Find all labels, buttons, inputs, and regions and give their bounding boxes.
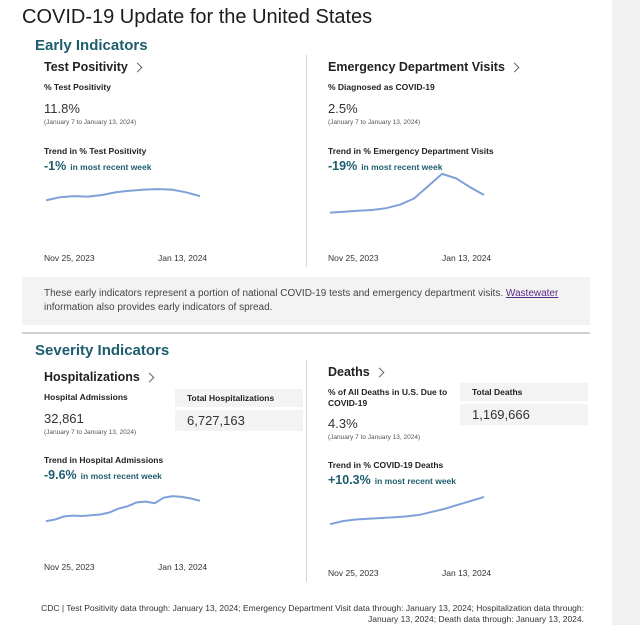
hospitalizations-axis-end: Jan 13, 2024 bbox=[158, 562, 208, 572]
ed-visits-sparkline bbox=[329, 172, 485, 214]
deaths-axis-start: Nov 25, 2023 bbox=[328, 568, 379, 578]
test-positivity-title: Test Positivity bbox=[44, 60, 128, 74]
hospitalizations-sparkline bbox=[45, 495, 201, 523]
hospitalizations-trend-line bbox=[45, 495, 201, 523]
total-deaths-value: 1,169,666 bbox=[460, 404, 588, 425]
deaths-link[interactable]: Deaths bbox=[328, 365, 448, 379]
chevron-right-icon bbox=[132, 62, 143, 73]
ed-visits-trend-line bbox=[329, 172, 485, 214]
hospitalizations-card: Hospitalizations Hospital Admissions 32,… bbox=[44, 370, 174, 436]
hospital-admissions-label: Hospital Admissions bbox=[44, 392, 128, 402]
test-positivity-range: (January 7 to January 13, 2024) bbox=[44, 118, 137, 126]
test-positivity-axis-end: Jan 13, 2024 bbox=[158, 253, 208, 263]
ed-visits-trend-suffix: in most recent week bbox=[361, 162, 443, 172]
hospitalizations-link[interactable]: Hospitalizations bbox=[44, 370, 174, 384]
test-positivity-axis-start: Nov 25, 2023 bbox=[44, 253, 95, 263]
test-positivity-link[interactable]: Test Positivity bbox=[44, 60, 294, 74]
total-deaths-label: Total Deaths bbox=[460, 383, 588, 401]
note-text: These early indicators represent a porti… bbox=[44, 288, 506, 299]
severity-indicators-heading: Severity Indicators bbox=[35, 342, 170, 359]
deaths-trend: Trend in % COVID-19 Deaths +10.3% in mos… bbox=[328, 460, 588, 487]
test-positivity-card: Test Positivity % Test Positivity 11.8% … bbox=[44, 60, 294, 126]
ed-visits-card: Emergency Department Visits % Diagnosed … bbox=[328, 60, 588, 126]
ed-visits-axis-start: Nov 25, 2023 bbox=[328, 253, 379, 263]
ed-visits-range: (January 7 to January 13, 2024) bbox=[328, 118, 421, 126]
deaths-range: (January 7 to January 13, 2024) bbox=[328, 434, 421, 442]
hospitalizations-title: Hospitalizations bbox=[44, 370, 140, 384]
deaths-axis-end: Jan 13, 2024 bbox=[442, 568, 492, 578]
ed-visits-axis-end: Jan 13, 2024 bbox=[442, 253, 492, 263]
hospitalizations-trend-label: Trend in Hospital Admissions bbox=[44, 455, 164, 465]
test-positivity-metric-label: % Test Positivity bbox=[44, 82, 111, 92]
early-indicators-note: These early indicators represent a porti… bbox=[22, 277, 590, 325]
test-positivity-trend-label: Trend in % Test Positivity bbox=[44, 146, 147, 156]
data-source-footer: CDC | Test Positivity data through: Janu… bbox=[41, 603, 584, 625]
hospital-admissions-value: 32,861 bbox=[44, 410, 84, 426]
total-hospitalizations-label: Total Hospitalizations bbox=[175, 389, 303, 407]
deaths-trend-label: Trend in % COVID-19 Deaths bbox=[328, 460, 444, 470]
chevron-right-icon bbox=[509, 62, 520, 73]
severity-column-divider bbox=[306, 360, 307, 582]
ed-visits-trend: Trend in % Emergency Department Visits -… bbox=[328, 146, 588, 173]
test-positivity-sparkline bbox=[45, 188, 201, 202]
deaths-card: Deaths % of All Deaths in U.S. Due to CO… bbox=[328, 365, 448, 441]
wastewater-link[interactable]: Wastewater bbox=[505, 288, 559, 299]
early-indicators-heading: Early Indicators bbox=[35, 37, 148, 54]
total-hospitalizations-value: 6,727,163 bbox=[175, 410, 303, 431]
hospitalizations-trend: Trend in Hospital Admissions -9.6% in mo… bbox=[44, 455, 294, 482]
ed-visits-trend-value: -19% bbox=[328, 159, 358, 173]
deaths-trend-value: +10.3% bbox=[328, 473, 371, 487]
chevron-right-icon bbox=[144, 372, 155, 383]
test-positivity-trend-value: -1% bbox=[44, 159, 67, 173]
test-positivity-trend-line bbox=[45, 188, 201, 202]
ed-visits-title: Emergency Department Visits bbox=[328, 60, 505, 74]
page-scrollbar-area bbox=[612, 0, 640, 625]
early-column-divider bbox=[306, 55, 307, 267]
page-title: COVID-19 Update for the United States bbox=[22, 6, 373, 28]
deaths-title: Deaths bbox=[328, 365, 370, 379]
ed-visits-trend-label: Trend in % Emergency Department Visits bbox=[328, 146, 494, 156]
note-text-after: information also provides early indicato… bbox=[44, 301, 273, 313]
ed-visits-metric-label: % Diagnosed as COVID-19 bbox=[328, 82, 435, 92]
hospital-admissions-range: (January 7 to January 13, 2024) bbox=[44, 428, 137, 436]
deaths-trend-suffix: in most recent week bbox=[374, 476, 457, 486]
ed-visits-link[interactable]: Emergency Department Visits bbox=[328, 60, 588, 74]
hospitalizations-trend-value: -9.6% bbox=[44, 468, 77, 482]
section-divider bbox=[22, 332, 590, 334]
test-positivity-trend: Trend in % Test Positivity -1% in most r… bbox=[44, 146, 294, 173]
chevron-right-icon bbox=[374, 367, 385, 378]
ed-visits-value: 2.5% bbox=[328, 100, 358, 116]
deaths-metric-label: % of All Deaths in U.S. Due to COVID-19 bbox=[328, 387, 448, 408]
hospitalizations-trend-suffix: in most recent week bbox=[80, 471, 162, 481]
deaths-trend-line bbox=[329, 495, 485, 526]
test-positivity-trend-suffix: in most recent week bbox=[70, 162, 152, 172]
test-positivity-value: 11.8% bbox=[44, 100, 80, 116]
deaths-sparkline bbox=[329, 495, 485, 526]
deaths-value: 4.3% bbox=[328, 416, 358, 432]
hospitalizations-axis-start: Nov 25, 2023 bbox=[44, 562, 95, 572]
total-deaths-box: Total Deaths 1,169,666 bbox=[460, 383, 588, 425]
total-hospitalizations-box: Total Hospitalizations 6,727,163 bbox=[175, 389, 303, 431]
